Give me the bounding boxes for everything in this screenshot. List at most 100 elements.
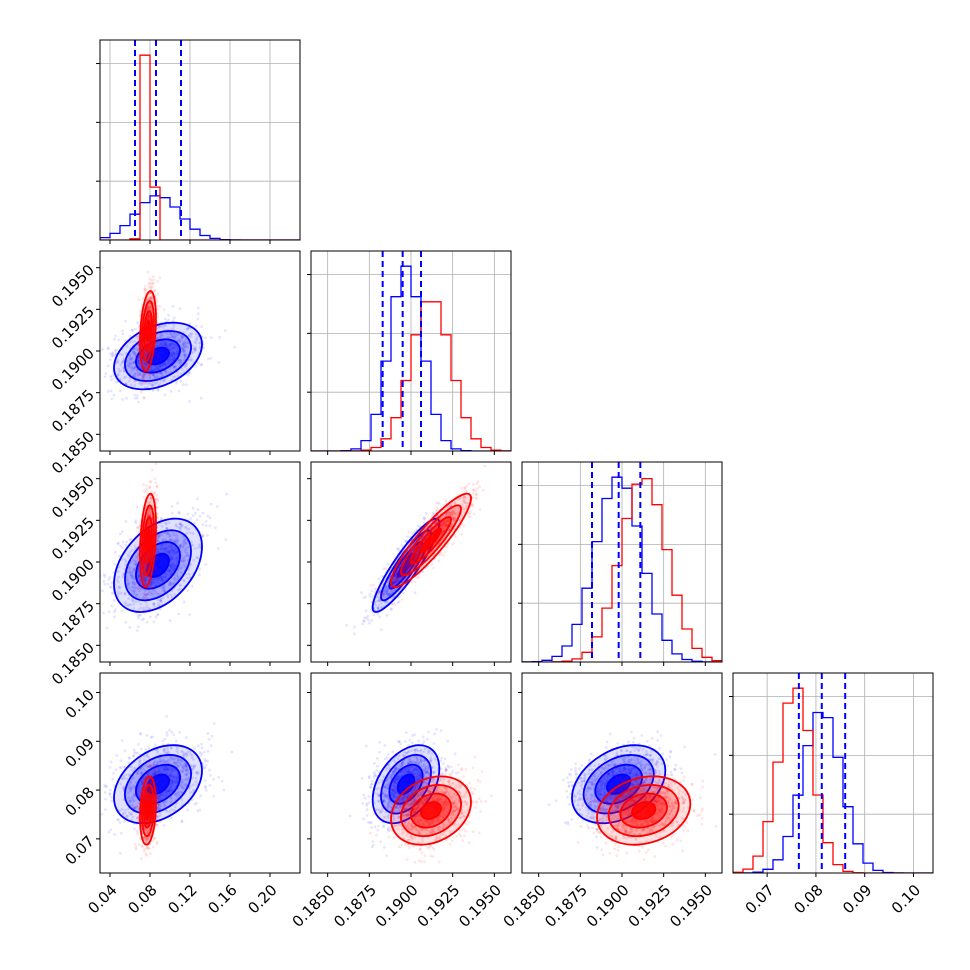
scatter-point bbox=[153, 380, 157, 384]
scatter-point bbox=[415, 552, 418, 556]
scatter-point bbox=[170, 557, 174, 560]
scatter-point bbox=[184, 364, 188, 368]
scatter-point bbox=[131, 580, 135, 584]
scatter-point bbox=[368, 621, 371, 625]
scatter-point bbox=[130, 328, 134, 332]
scatter-point bbox=[146, 270, 150, 274]
scatter-point bbox=[144, 355, 148, 358]
scatter-point bbox=[145, 620, 149, 624]
scatter-point bbox=[148, 523, 152, 526]
scatter-point bbox=[206, 533, 209, 537]
scatter-point bbox=[130, 575, 134, 579]
scatter-point bbox=[143, 380, 147, 384]
scatter-point bbox=[128, 625, 132, 629]
scatter-point bbox=[149, 497, 153, 500]
scatter-point bbox=[189, 517, 193, 520]
scatter-point bbox=[116, 542, 120, 546]
scatter-point bbox=[138, 581, 141, 585]
scatter-point bbox=[152, 578, 156, 582]
scatter-point bbox=[148, 297, 152, 301]
scatter-point bbox=[179, 359, 183, 363]
scatter-point bbox=[135, 558, 139, 562]
scatter-point bbox=[201, 533, 205, 537]
scatter-point bbox=[126, 580, 129, 584]
scatter-point bbox=[149, 285, 153, 288]
scatter-point bbox=[147, 314, 151, 318]
scatter-point bbox=[168, 534, 172, 538]
scatter-point bbox=[145, 354, 148, 358]
scatter-point bbox=[169, 538, 172, 541]
scatter-point bbox=[164, 521, 168, 525]
scatter-point bbox=[117, 575, 120, 579]
scatter-point bbox=[171, 531, 175, 535]
scatter-point bbox=[145, 344, 149, 347]
scatter-point bbox=[148, 315, 151, 318]
scatter-point bbox=[191, 506, 195, 510]
scatter-point bbox=[132, 367, 136, 371]
scatter-point bbox=[446, 512, 449, 516]
scatter-point bbox=[131, 570, 135, 574]
contour-line bbox=[141, 504, 155, 577]
scatter-point bbox=[137, 400, 141, 404]
scatter-point bbox=[124, 563, 127, 567]
scatter-point bbox=[143, 577, 147, 581]
scatter-point bbox=[129, 603, 133, 607]
scatter-point bbox=[128, 571, 132, 575]
scatter-point bbox=[168, 549, 172, 553]
scatter-point bbox=[168, 583, 172, 587]
scatter-point bbox=[147, 525, 150, 529]
scatter-point bbox=[149, 279, 153, 282]
scatter-point bbox=[190, 584, 194, 588]
scatter-point bbox=[146, 592, 150, 596]
scatter-point bbox=[143, 362, 147, 366]
scatter-point bbox=[115, 380, 118, 384]
scatter-point bbox=[383, 600, 387, 604]
scatter-point bbox=[157, 604, 161, 608]
scatter-point bbox=[423, 552, 426, 556]
scatter-point bbox=[452, 516, 456, 519]
scatter-point bbox=[394, 580, 397, 584]
scatter-point bbox=[156, 321, 160, 325]
scatter-point bbox=[185, 327, 189, 331]
scatter-point bbox=[149, 496, 153, 500]
scatter-point bbox=[458, 518, 462, 522]
scatter-point bbox=[171, 346, 175, 350]
scatter-point bbox=[163, 344, 167, 347]
scatter-point bbox=[127, 597, 131, 600]
scatter-point bbox=[136, 343, 140, 346]
scatter-point bbox=[384, 590, 388, 594]
scatter-point bbox=[153, 568, 157, 572]
scatter-point bbox=[117, 580, 120, 584]
scatter-point bbox=[148, 506, 152, 510]
scatter-point bbox=[186, 553, 189, 557]
scatter-point bbox=[395, 577, 398, 580]
scatter-point bbox=[141, 575, 145, 578]
scatter-point bbox=[142, 575, 146, 579]
scatter-point bbox=[156, 340, 159, 344]
scatter-point bbox=[133, 562, 136, 566]
scatter-point bbox=[440, 525, 444, 529]
scatter-point bbox=[173, 365, 176, 369]
scatter-point bbox=[166, 550, 170, 554]
scatter-point bbox=[155, 502, 158, 505]
scatter-point bbox=[169, 546, 173, 549]
scatter-point bbox=[178, 361, 182, 365]
scatter-point bbox=[182, 539, 186, 543]
scatter-point bbox=[147, 317, 151, 320]
scatter-point bbox=[131, 340, 134, 344]
scatter-point bbox=[382, 592, 386, 596]
scatter-point bbox=[148, 501, 152, 504]
scatter-point bbox=[133, 584, 137, 587]
scatter-point bbox=[172, 549, 176, 553]
scatter-point bbox=[180, 346, 184, 349]
contour-line bbox=[139, 290, 157, 372]
scatter-point bbox=[201, 511, 205, 515]
scatter-point bbox=[121, 540, 125, 544]
scatter-point bbox=[462, 508, 465, 511]
scatter-point bbox=[172, 547, 176, 551]
scatter-point bbox=[194, 341, 198, 345]
scatter-point bbox=[160, 524, 164, 528]
scatter-point bbox=[175, 551, 179, 555]
scatter-point bbox=[132, 360, 136, 364]
scatter-point bbox=[171, 552, 175, 556]
